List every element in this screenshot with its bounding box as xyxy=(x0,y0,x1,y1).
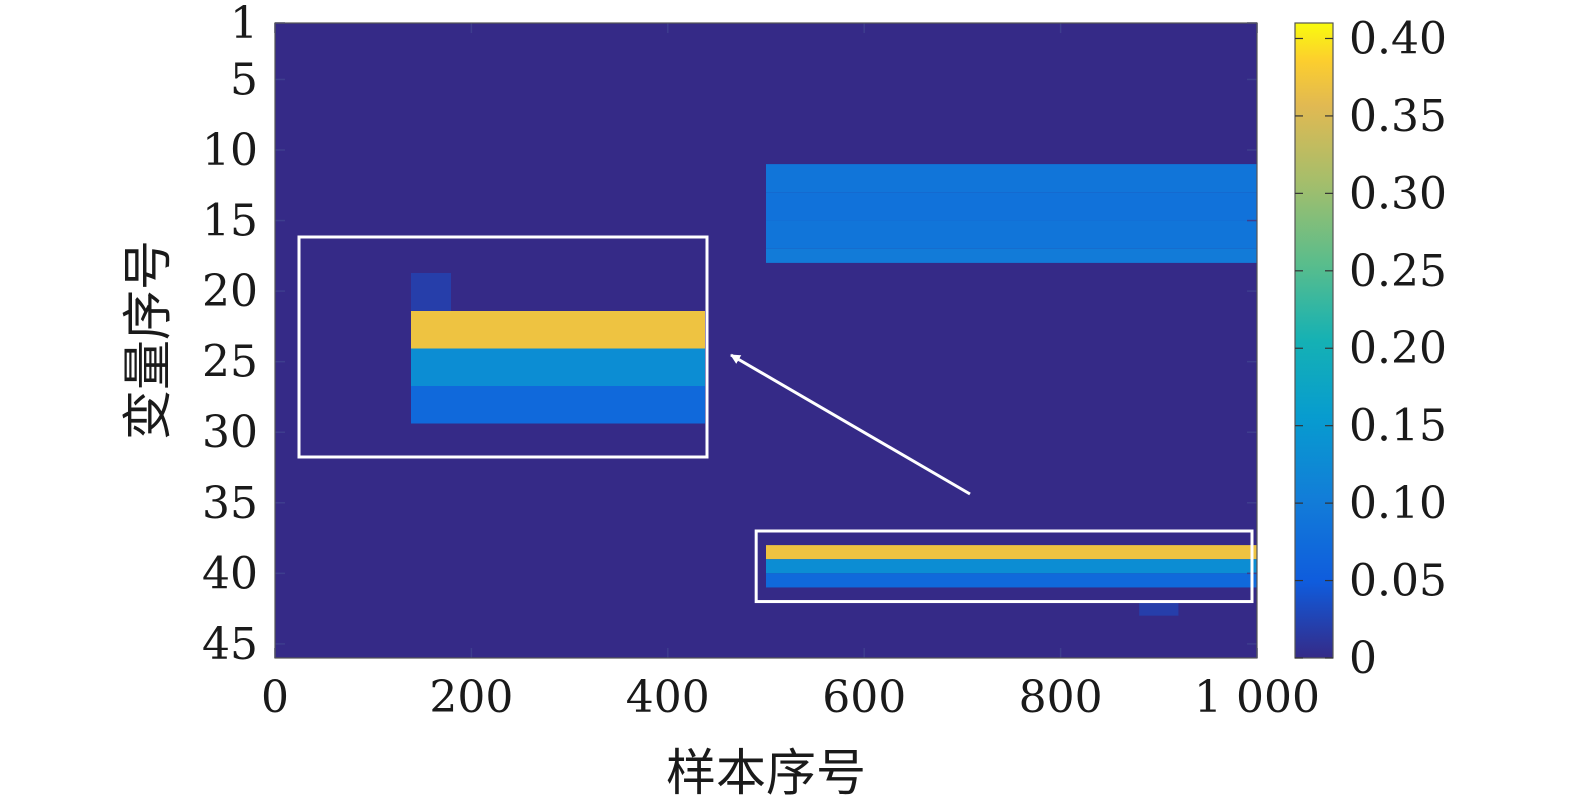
colorbar-tick-label: 0.05 xyxy=(1349,556,1447,607)
y-tick-label: 30 xyxy=(202,407,258,458)
zoom-arrow xyxy=(730,353,971,496)
heatmap-cell-1 xyxy=(766,192,1257,221)
x-tick-label: 0 xyxy=(261,672,289,723)
zoom-inset-row-1 xyxy=(411,348,705,386)
y-tick-label: 45 xyxy=(202,619,258,670)
colorbar-tick-label: 0.10 xyxy=(1349,478,1447,529)
colorbar-tick-label: 0.30 xyxy=(1349,168,1447,219)
heatmap-cell-6 xyxy=(766,573,1257,588)
x-tick-label: 1 000 xyxy=(1194,672,1320,723)
y-tick-label: 5 xyxy=(230,54,258,105)
colorbar-tick-label: 0.20 xyxy=(1349,323,1447,374)
heatmap-cell-4 xyxy=(766,545,1257,560)
colorbar-tick-label: 0.40 xyxy=(1349,13,1447,64)
zoom-inset xyxy=(297,235,709,459)
y-tick-label: 25 xyxy=(202,337,258,388)
x-tick-label: 600 xyxy=(822,672,906,723)
zoom-inset-row-2 xyxy=(411,386,705,424)
colorbar-tick-label: 0 xyxy=(1349,633,1377,684)
y-axis-title: 变量序号 xyxy=(119,240,177,440)
y-tick-label: 20 xyxy=(202,266,258,317)
x-axis-title: 样本序号 xyxy=(666,744,866,802)
y-tick-label: 1 xyxy=(230,0,258,49)
heatmap-cell-7 xyxy=(1139,601,1179,616)
y-tick-label: 35 xyxy=(202,478,258,529)
x-tick-label: 800 xyxy=(1019,672,1103,723)
x-axis: 0 200 400 600 800 1 000 xyxy=(261,672,1320,723)
plot-area xyxy=(274,22,1258,659)
x-tick-label: 400 xyxy=(626,672,710,723)
colorbar-tick-label: 0.35 xyxy=(1349,91,1447,142)
heatmap-cell-3 xyxy=(766,248,1257,263)
heatmap-cell-5 xyxy=(766,559,1257,574)
y-tick-label: 10 xyxy=(202,125,258,176)
y-tick-label: 40 xyxy=(202,548,258,599)
zoom-source-box xyxy=(754,529,1254,604)
heatmap-cell-2 xyxy=(766,220,1257,249)
x-tick-label: 200 xyxy=(429,672,513,723)
y-tick-label: 15 xyxy=(202,196,258,247)
heatmap-cell-0 xyxy=(766,164,1257,193)
colorbar: 0 0.05 0.10 0.15 0.20 0.25 0.30 0.35 0.40 xyxy=(1294,13,1447,684)
colorbar-tick-label: 0.25 xyxy=(1349,246,1447,297)
colorbar-gradient xyxy=(1294,22,1334,659)
zoom-inset-row-0 xyxy=(411,311,705,349)
colorbar-tick-label: 0.15 xyxy=(1349,401,1447,452)
